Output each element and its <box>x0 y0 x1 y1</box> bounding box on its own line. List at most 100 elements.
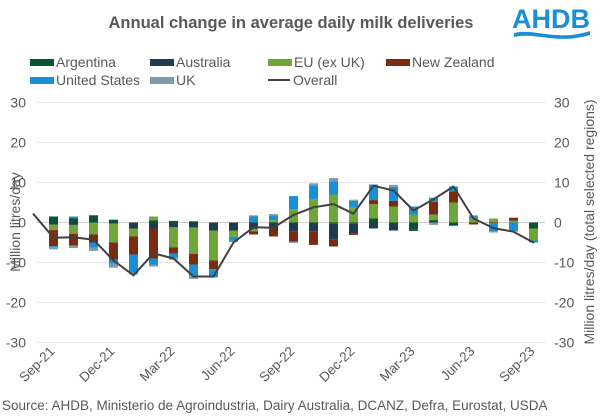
bar-segment-argentina[interactable] <box>369 218 378 223</box>
bar-segment-uk[interactable] <box>389 184 398 187</box>
bar-segment-united-states[interactable] <box>149 258 158 265</box>
bar-segment-australia[interactable] <box>309 222 318 232</box>
bar-segment-argentina[interactable] <box>49 216 58 223</box>
bar-segment-united-states[interactable] <box>249 216 258 223</box>
bar-segment-eu-ex-uk[interactable] <box>189 227 198 254</box>
bar-segment-eu-ex-uk[interactable] <box>409 214 418 223</box>
bar-segment-australia[interactable] <box>69 222 78 225</box>
bar-segment-argentina[interactable] <box>69 218 78 223</box>
bar-segment-eu-ex-uk[interactable] <box>89 222 98 235</box>
bar-segment-new-zealand[interactable] <box>289 231 298 242</box>
bar-segment-australia[interactable] <box>209 222 218 231</box>
bar-segment-australia[interactable] <box>369 222 378 229</box>
bar-segment-australia[interactable] <box>289 222 298 232</box>
bar-segment-australia[interactable] <box>409 229 418 231</box>
bar-segment-australia[interactable] <box>229 222 238 231</box>
bar-segment-united-states[interactable] <box>229 236 238 241</box>
bar-segment-new-zealand[interactable] <box>189 253 198 265</box>
bar-segment-uk[interactable] <box>69 245 78 249</box>
bar-segment-eu-ex-uk[interactable] <box>529 228 538 241</box>
bar-segment-new-zealand[interactable] <box>489 222 498 224</box>
bar-segment-new-zealand[interactable] <box>149 228 158 259</box>
bar-segment-eu-ex-uk[interactable] <box>429 214 438 221</box>
bar-segment-united-states[interactable] <box>289 196 298 210</box>
bar-segment-australia[interactable] <box>249 222 258 229</box>
bar-segment-australia[interactable] <box>89 215 98 217</box>
bar-segment-united-states[interactable] <box>169 253 178 258</box>
bar-segment-eu-ex-uk[interactable] <box>469 218 478 223</box>
legend-item-uk[interactable]: UK <box>150 72 195 88</box>
bar-segment-argentina[interactable] <box>109 219 118 223</box>
bar-segment-united-states[interactable] <box>349 200 358 207</box>
bar-segment-australia[interactable] <box>49 222 58 225</box>
bar-segment-argentina[interactable] <box>349 222 358 224</box>
bar-segment-argentina[interactable] <box>429 220 438 223</box>
bar-segment-united-states[interactable] <box>269 215 278 221</box>
bar-segment-uk[interactable] <box>89 247 98 251</box>
bar-segment-uk[interactable] <box>269 214 278 216</box>
bar-segment-new-zealand[interactable] <box>249 231 258 235</box>
bar-segment-united-states[interactable] <box>69 216 78 219</box>
bar-segment-australia[interactable] <box>109 222 118 224</box>
bar-segment-eu-ex-uk[interactable] <box>389 206 398 223</box>
bar-segment-united-states[interactable] <box>89 242 98 248</box>
bar-segment-eu-ex-uk[interactable] <box>449 202 458 223</box>
bar-segment-new-zealand[interactable] <box>269 228 278 237</box>
bar-segment-eu-ex-uk[interactable] <box>229 230 238 237</box>
bar-segment-australia[interactable] <box>189 222 198 228</box>
bar-segment-australia[interactable] <box>129 222 138 229</box>
bar-segment-argentina[interactable] <box>169 220 178 223</box>
bar-segment-new-zealand[interactable] <box>329 239 338 247</box>
bar-segment-eu-ex-uk[interactable] <box>69 224 78 234</box>
bar-segment-uk[interactable] <box>109 263 118 268</box>
legend-item-argentina[interactable]: Argentina <box>30 54 116 70</box>
bar-segment-united-states[interactable] <box>449 186 458 192</box>
bar-segment-new-zealand[interactable] <box>309 231 318 245</box>
bar-segment-uk[interactable] <box>489 231 498 233</box>
bar-segment-australia[interactable] <box>389 222 398 231</box>
bar-segment-australia[interactable] <box>149 222 158 229</box>
bar-segment-eu-ex-uk[interactable] <box>169 227 178 248</box>
bar-segment-australia[interactable] <box>269 222 278 229</box>
bar-segment-australia[interactable] <box>329 223 338 240</box>
legend-item-united-states[interactable]: United States <box>30 72 140 88</box>
bar-segment-united-states[interactable] <box>509 222 518 231</box>
bar-segment-uk[interactable] <box>129 272 138 275</box>
bar-segment-uk[interactable] <box>329 178 338 182</box>
bar-segment-new-zealand[interactable] <box>209 260 218 270</box>
bar-segment-argentina[interactable] <box>89 216 98 223</box>
bar-segment-uk[interactable] <box>469 215 478 217</box>
bar-segment-united-states[interactable] <box>309 185 318 199</box>
bar-segment-argentina[interactable] <box>149 220 158 223</box>
bar-segment-eu-ex-uk[interactable] <box>369 204 378 219</box>
bar-segment-eu-ex-uk[interactable] <box>509 220 518 223</box>
bar-segment-new-zealand[interactable] <box>509 217 518 221</box>
bar-segment-eu-ex-uk[interactable] <box>209 230 218 261</box>
bar-segment-uk[interactable] <box>49 247 58 250</box>
bar-segment-united-states[interactable] <box>369 184 378 201</box>
bar-segment-united-states[interactable] <box>389 186 398 201</box>
bar-segment-uk[interactable] <box>249 215 258 217</box>
bar-segment-new-zealand[interactable] <box>449 191 458 203</box>
bar-segment-new-zealand[interactable] <box>129 236 138 255</box>
legend-item-australia[interactable]: Australia <box>150 54 230 70</box>
legend-item-eu[interactable]: EU (ex UK) <box>268 54 365 70</box>
bar-segment-eu-ex-uk[interactable] <box>329 194 338 223</box>
bar-segment-australia[interactable] <box>169 222 178 228</box>
legend-item-new-zealand[interactable]: New Zealand <box>386 54 495 70</box>
bar-segment-eu-ex-uk[interactable] <box>249 228 258 232</box>
bar-segment-uk[interactable] <box>289 241 298 243</box>
bar-segment-uk[interactable] <box>429 222 438 225</box>
bar-segment-new-zealand[interactable] <box>109 242 118 260</box>
bar-segment-eu-ex-uk[interactable] <box>109 223 118 243</box>
bar-segment-eu-ex-uk[interactable] <box>489 218 498 223</box>
bar-segment-argentina[interactable] <box>529 222 538 229</box>
bar-segment-eu-ex-uk[interactable] <box>309 198 318 223</box>
bar-segment-argentina[interactable] <box>409 222 418 230</box>
bar-segment-new-zealand[interactable] <box>469 222 478 225</box>
bar-segment-united-states[interactable] <box>189 264 198 276</box>
bar-segment-new-zealand[interactable] <box>369 200 378 205</box>
bar-segment-united-states[interactable] <box>49 246 58 248</box>
bar-segment-eu-ex-uk[interactable] <box>49 224 58 231</box>
bar-segment-uk[interactable] <box>349 199 358 201</box>
